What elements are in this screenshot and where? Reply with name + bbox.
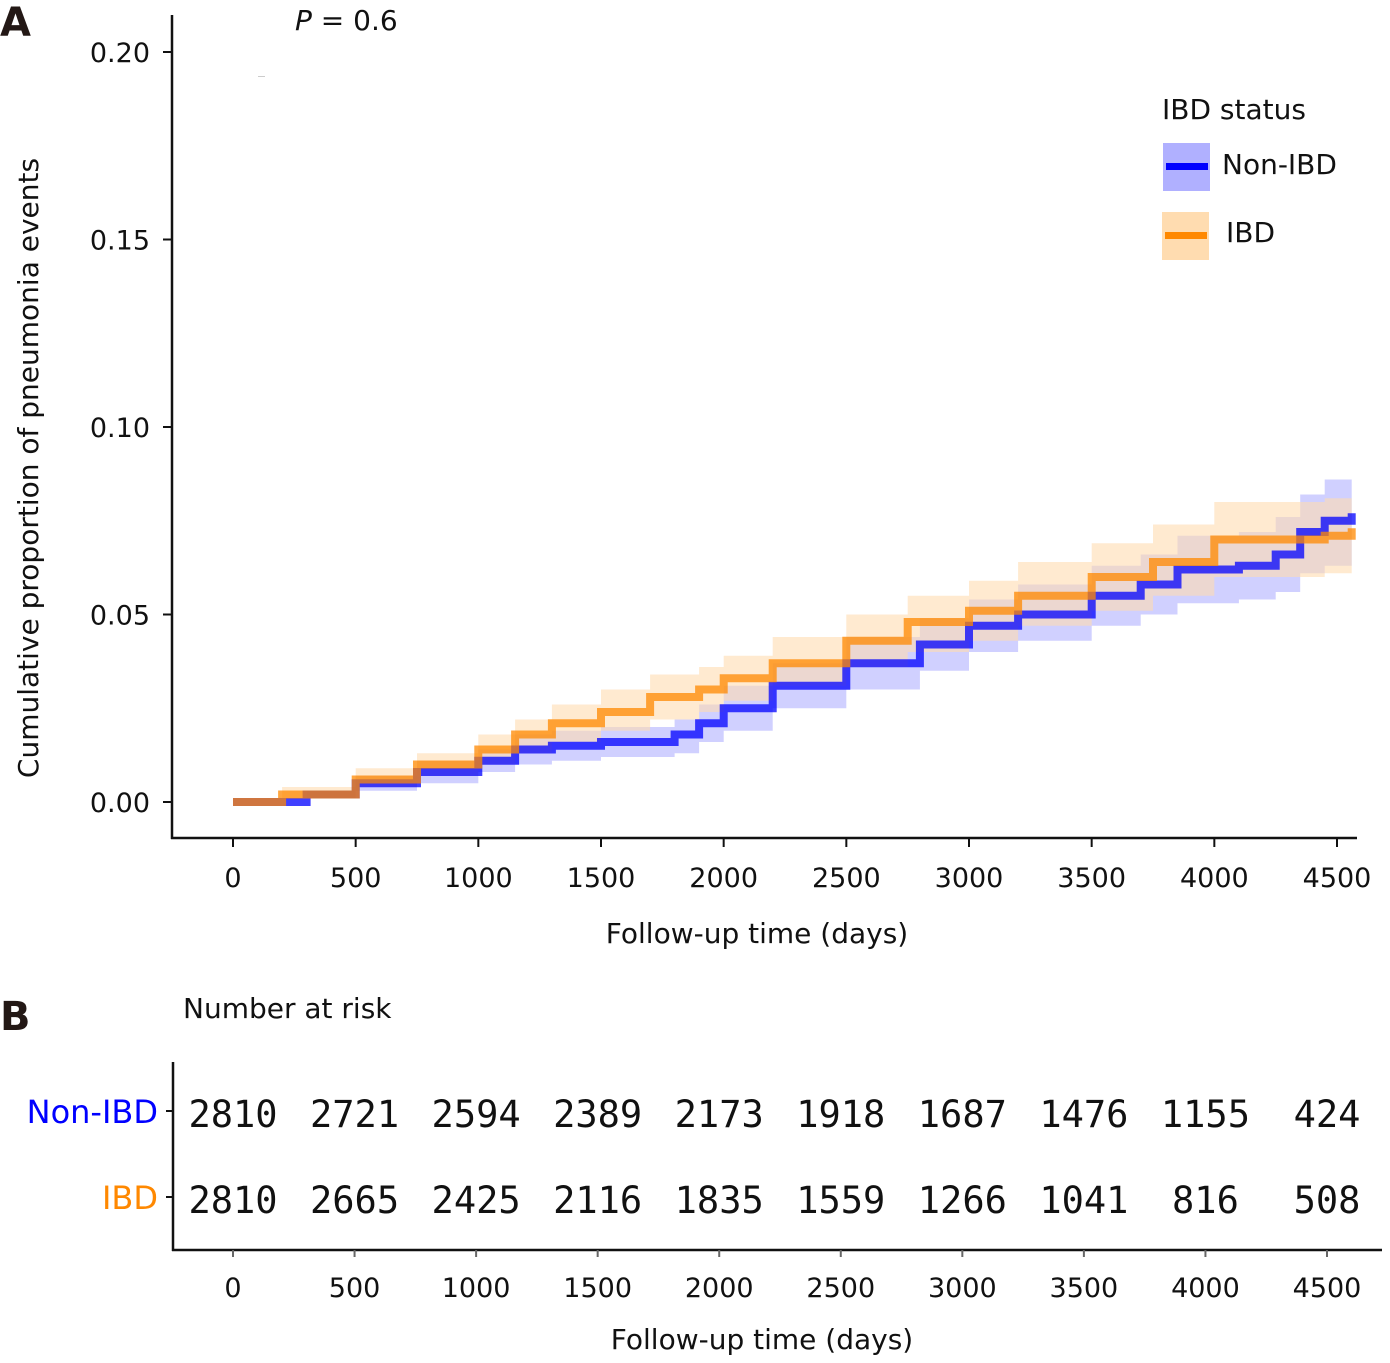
risk-cell-ibd: 1266 [918, 1179, 1007, 1222]
risk-x-ticks: 0 500 1000 1500 2000 2500 3000 3500 4000 4500 [224, 1250, 1361, 1304]
risk-cell-ibd: 2116 [553, 1179, 642, 1222]
cumulative-incidence-plot: 0.00 0.05 0.10 0.15 0.20 0 500 1000 1500 2000 250… [12, 4, 1371, 950]
x-tick-label: 4000 [1180, 863, 1249, 894]
x-tick-label: 2500 [812, 863, 881, 894]
risk-values: 2810 2721 2594 2389 2173 1918 1687 1476 1155 424 2… [188, 1093, 1360, 1222]
x-tick-label: 0 [224, 863, 241, 894]
y-tick-label: 0.20 [90, 38, 150, 69]
x-tick-label: 3000 [935, 863, 1004, 894]
risk-cell-non-ibd: 1918 [796, 1093, 885, 1136]
risk-x-tick-label: 500 [329, 1273, 381, 1304]
x-ticks: 0 500 1000 1500 2000 2500 3000 3500 4000 4500 [224, 838, 1371, 894]
p-value: = 0.6 [312, 4, 398, 37]
legend-label-ibd: IBD [1226, 216, 1275, 249]
risk-x-tick-label: 1000 [442, 1273, 511, 1304]
y-tick-label: 0.15 [90, 226, 150, 257]
legend: IBD status Non-IBD IBD [1162, 93, 1337, 260]
x-tick-label: 500 [330, 863, 382, 894]
x-tick-label: 2000 [689, 863, 758, 894]
risk-cell-ibd: 2665 [310, 1179, 399, 1222]
p-value-annotation: P = 0.6 [295, 4, 398, 37]
legend-label-non-ibd: Non-IBD [1222, 148, 1337, 181]
legend-swatch-line-non-ibd [1166, 163, 1208, 170]
x-tick-label: 1000 [444, 863, 513, 894]
risk-cell-non-ibd: 1476 [1039, 1093, 1128, 1136]
number-at-risk-table: Number at risk Non-IBD IBD 2810 2721 2594 2… [27, 992, 1382, 1356]
legend-item-ibd: IBD [1162, 212, 1275, 260]
panel-label-a: A [0, 0, 31, 46]
risk-cell-ibd: 1559 [796, 1179, 885, 1222]
risk-cell-ibd: 816 [1172, 1179, 1239, 1222]
risk-cell-non-ibd: 2810 [188, 1093, 277, 1136]
risk-x-tick-label: 0 [224, 1273, 241, 1304]
risk-x-tick-label: 4000 [1171, 1273, 1240, 1304]
y-ticks: 0.00 0.05 0.10 0.15 0.20 [90, 38, 172, 819]
risk-cell-non-ibd: 2173 [675, 1093, 764, 1136]
risk-cell-ibd: 508 [1294, 1179, 1361, 1222]
stray-mark [258, 76, 265, 77]
x-tick-label: 4500 [1303, 863, 1372, 894]
legend-swatch-line-ibd [1165, 232, 1207, 239]
risk-cell-non-ibd: 1687 [918, 1093, 1007, 1136]
risk-cell-non-ibd: 424 [1294, 1093, 1361, 1136]
risk-cell-non-ibd: 1155 [1161, 1093, 1250, 1136]
risk-group-label-non-ibd: Non-IBD [27, 1093, 158, 1131]
risk-x-tick-label: 3000 [928, 1273, 997, 1304]
risk-table-title: Number at risk [183, 992, 392, 1025]
incidence-curves [233, 513, 1356, 806]
panel-label-b: B [0, 994, 31, 1040]
legend-title: IBD status [1162, 93, 1306, 126]
x-tick-label: 1500 [567, 863, 636, 894]
risk-x-tick-label: 4500 [1293, 1273, 1362, 1304]
confidence-bands [233, 468, 1352, 802]
y-tick-label: 0.00 [90, 788, 150, 819]
risk-x-tick-label: 3500 [1050, 1273, 1119, 1304]
risk-cell-ibd: 1835 [675, 1179, 764, 1222]
ci-band-ibd [233, 487, 1352, 802]
ci-band-non-ibd [233, 468, 1352, 802]
risk-x-tick-label: 2500 [806, 1273, 875, 1304]
y-tick-label: 0.05 [90, 601, 150, 632]
risk-x-tick-label: 2000 [685, 1273, 754, 1304]
risk-cell-ibd: 1041 [1039, 1179, 1128, 1222]
risk-cell-non-ibd: 2594 [432, 1093, 521, 1136]
risk-cell-ibd: 2425 [432, 1179, 521, 1222]
risk-group-label-ibd: IBD [102, 1179, 158, 1217]
risk-x-tick-label: 1500 [563, 1273, 632, 1304]
risk-x-axis-title: Follow-up time (days) [611, 1323, 913, 1356]
x-tick-label: 3500 [1057, 863, 1126, 894]
p-symbol: P [295, 4, 312, 37]
y-tick-label: 0.10 [90, 413, 150, 444]
risk-cell-non-ibd: 2721 [310, 1093, 399, 1136]
x-axis-title: Follow-up time (days) [606, 917, 908, 950]
curve-non-ibd [233, 513, 1356, 806]
risk-cell-ibd: 2810 [188, 1179, 277, 1222]
curve-ibd [233, 528, 1356, 806]
legend-item-non-ibd: Non-IBD [1163, 143, 1337, 191]
y-axis-title: Cumulative proportion of pneumonia event… [12, 158, 45, 778]
risk-cell-non-ibd: 2389 [553, 1093, 642, 1136]
